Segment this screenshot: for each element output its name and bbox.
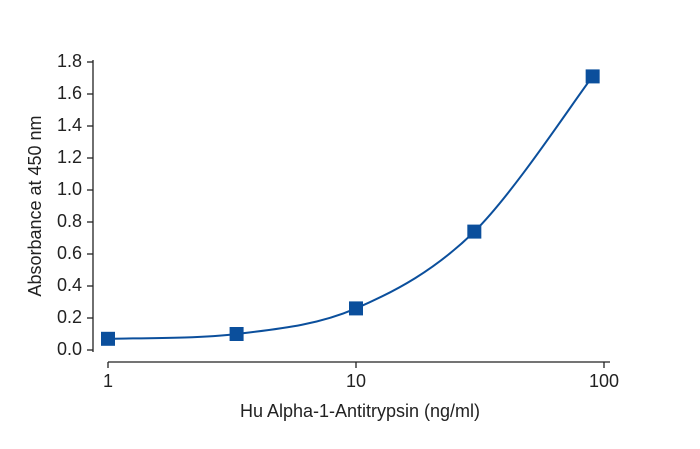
y-tick-label: 1.4 xyxy=(57,115,82,135)
point xyxy=(585,69,600,84)
y-tick-label: 1.8 xyxy=(57,51,82,71)
y-tick-label: 1.0 xyxy=(57,179,82,199)
y-tick-label: 1.2 xyxy=(57,147,82,167)
point xyxy=(229,327,244,341)
y-tick-label: 0.4 xyxy=(57,275,82,295)
y-tick-label: 1.6 xyxy=(57,83,82,103)
y-tick-label: 0.6 xyxy=(57,243,82,263)
y-axis-label: Absorbance at 450 nm xyxy=(25,115,45,296)
point xyxy=(101,331,115,346)
y-tick-label: 0.8 xyxy=(57,211,82,231)
x-axis-label: Hu Alpha-1-Antitrypsin (ng/ml) xyxy=(240,401,480,421)
fit-line xyxy=(107,75,594,340)
x-tick-label: 100 xyxy=(589,371,619,391)
y-tick-label: 0.2 xyxy=(57,307,82,327)
point xyxy=(467,224,482,239)
point xyxy=(349,301,363,316)
x-tick-label: 10 xyxy=(346,371,366,391)
y-tick-label: 0.0 xyxy=(57,339,82,359)
x-tick-label: 1 xyxy=(103,371,113,391)
